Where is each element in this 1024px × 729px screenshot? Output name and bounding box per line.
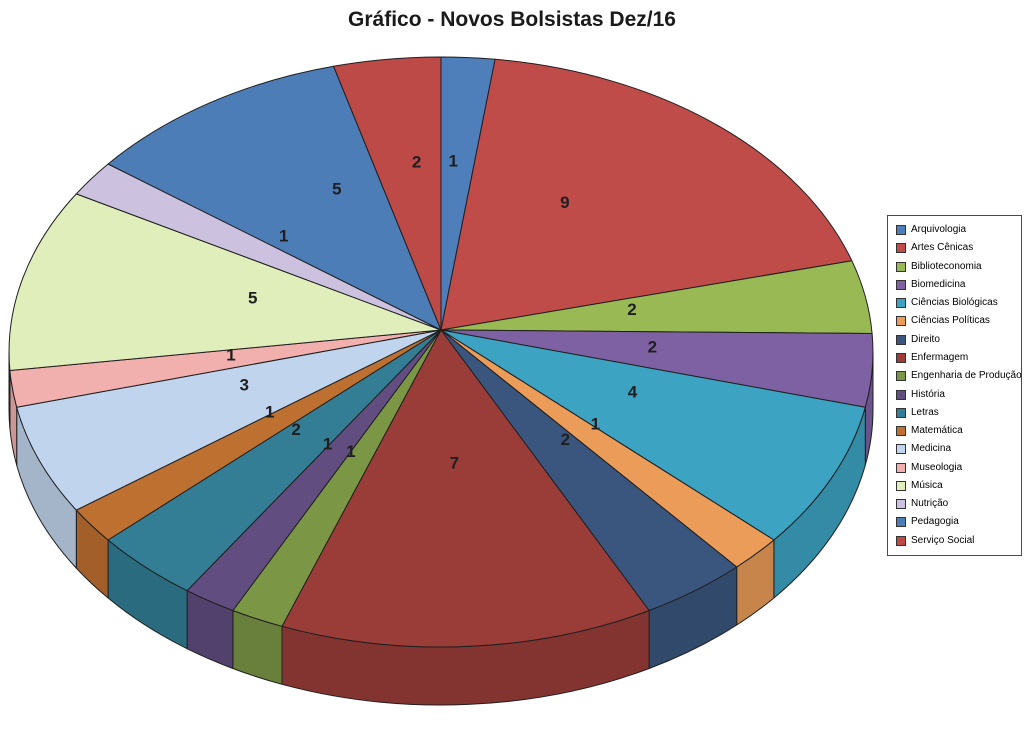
legend-swatch-icon (896, 371, 906, 382)
legend-label: Matemática (911, 425, 963, 437)
legend-label: Artes Cênicas (911, 242, 974, 254)
slice-value-label: 2 (412, 153, 421, 172)
legend-swatch-icon (896, 279, 906, 290)
legend-label: Engenharia de Produção (911, 370, 1022, 382)
legend-item[interactable]: Ciências Biológicas (896, 297, 1019, 309)
legend-swatch-icon (896, 444, 906, 455)
pie-slice-13[interactable] (16, 329, 442, 511)
legend-swatch-icon (896, 517, 906, 528)
slice-value-label: 3 (239, 375, 248, 394)
slice-value-label: 1 (279, 227, 288, 246)
pie-slice-5[interactable] (440, 329, 866, 541)
legend-label: Pedagogia (911, 516, 959, 528)
legend-swatch-icon (896, 225, 906, 236)
slice-value-label: 1 (265, 403, 274, 422)
legend-label: Medicina (911, 443, 952, 455)
legend-item[interactable]: Música (896, 479, 1019, 491)
legend: Arquivologia Artes Cênicas Biblioteconomia… (887, 215, 1022, 556)
legend-swatch-icon (896, 462, 906, 473)
legend-item[interactable]: Serviço Social (896, 534, 1019, 546)
legend-label: Letras (911, 406, 939, 418)
legend-item[interactable]: Arquivologia (896, 224, 1019, 236)
slice-value-label: 1 (323, 434, 332, 453)
legend-item[interactable]: Engenharia de Produção (896, 370, 1022, 382)
legend-label: História (911, 388, 945, 400)
legend-item[interactable]: Medicina (896, 443, 1019, 455)
legend-swatch-icon (896, 426, 906, 437)
legend-swatch-icon (896, 352, 906, 363)
pie-slice-8[interactable] (281, 329, 650, 648)
legend-swatch-icon (896, 535, 906, 546)
legend-swatch-icon (896, 334, 906, 345)
pie-slice-2[interactable] (440, 58, 853, 331)
legend-swatch-icon (896, 499, 906, 510)
slice-value-label: 1 (346, 442, 355, 461)
pie-slice-18[interactable] (333, 56, 442, 331)
chart-title: Gráfico - Novos Bolsistas Dez/16 (348, 8, 676, 31)
legend-item[interactable]: História (896, 388, 1019, 400)
legend-label: Arquivologia (911, 224, 967, 236)
slice-value-label: 7 (450, 453, 459, 472)
legend-item[interactable]: Letras (896, 406, 1019, 418)
slice-value-label: 1 (226, 345, 235, 364)
legend-label: Serviço Social (911, 534, 975, 546)
legend-item[interactable]: Pedagogia (896, 516, 1019, 528)
legend-label: Biblioteconomia (911, 260, 982, 272)
legend-swatch-icon (896, 298, 906, 309)
slice-value-label: 2 (648, 338, 657, 357)
pie-slice-15[interactable] (8, 193, 442, 371)
legend-swatch-icon (896, 407, 906, 418)
legend-item[interactable]: Ciências Políticas (896, 315, 1019, 327)
legend-label: Nutrição (911, 498, 949, 510)
legend-swatch-icon (896, 316, 906, 327)
legend-item[interactable]: Enfermagem (896, 351, 1019, 363)
legend-item[interactable]: Direito (896, 333, 1019, 345)
legend-label: Biomedicina (911, 278, 966, 290)
slice-value-label: 1 (448, 152, 457, 171)
pie-slice-17[interactable] (107, 65, 442, 331)
slice-value-label: 5 (248, 289, 257, 308)
slice-value-label: 1 (591, 415, 600, 434)
legend-label: Ciências Biológicas (911, 297, 998, 309)
legend-item[interactable]: Biomedicina (896, 278, 1019, 290)
legend-swatch-icon (896, 261, 906, 272)
legend-label: Música (911, 479, 943, 491)
slice-value-label: 9 (560, 193, 569, 212)
legend-label: Direito (911, 333, 940, 345)
legend-item[interactable]: Matemática (896, 425, 1019, 437)
slice-value-label: 5 (332, 180, 341, 199)
legend-swatch-icon (896, 243, 906, 254)
legend-label: Enfermagem (911, 351, 969, 363)
legend-swatch-icon (896, 480, 906, 491)
legend-label: Museologia (911, 461, 963, 473)
legend-item[interactable]: Artes Cênicas (896, 242, 1019, 254)
slice-value-label: 4 (628, 383, 638, 402)
legend-swatch-icon (896, 389, 906, 400)
legend-item[interactable]: Museologia (896, 461, 1019, 473)
legend-item[interactable]: Nutrição (896, 498, 1019, 510)
slice-value-label: 2 (561, 430, 570, 449)
legend-label: Ciências Políticas (911, 315, 990, 327)
slice-value-label: 2 (291, 420, 300, 439)
slice-value-label: 2 (627, 300, 636, 319)
legend-item[interactable]: Biblioteconomia (896, 260, 1019, 272)
